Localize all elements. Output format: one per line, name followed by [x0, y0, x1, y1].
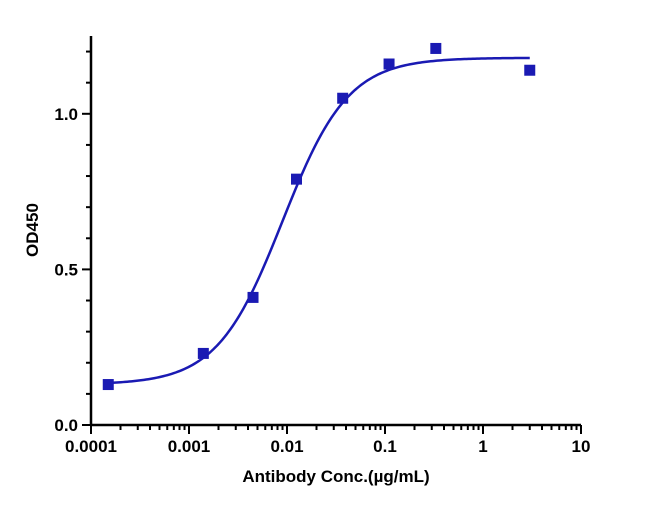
data-point: [383, 58, 395, 70]
data-point: [102, 379, 114, 391]
y-tick-label: 1.0: [54, 105, 78, 124]
x-tick-label: 0.01: [270, 437, 303, 456]
plot-area: [102, 42, 536, 391]
axes: 0.0 0.5 1.0 0.0001 0.001 0.01 0.1 1 10: [54, 36, 590, 456]
x-tick-label: 1: [478, 437, 487, 456]
fit-curve: [108, 56, 530, 385]
y-tick-label: 0.0: [54, 416, 78, 435]
y-tick-label: 0.5: [54, 260, 78, 279]
data-point: [197, 347, 209, 359]
data-point: [430, 42, 442, 54]
data-point: [337, 92, 349, 104]
data-point: [524, 64, 536, 76]
y-axis-label: OD450: [23, 203, 42, 257]
x-tick-label: 0.0001: [65, 437, 117, 456]
x-tick-label: 10: [572, 437, 591, 456]
data-point: [247, 291, 259, 303]
x-tick-label: 0.1: [373, 437, 397, 456]
x-tick-label: 0.001: [168, 437, 211, 456]
data-point: [290, 173, 302, 185]
x-axis-label: Antibody Conc.(µg/mL): [242, 467, 429, 486]
